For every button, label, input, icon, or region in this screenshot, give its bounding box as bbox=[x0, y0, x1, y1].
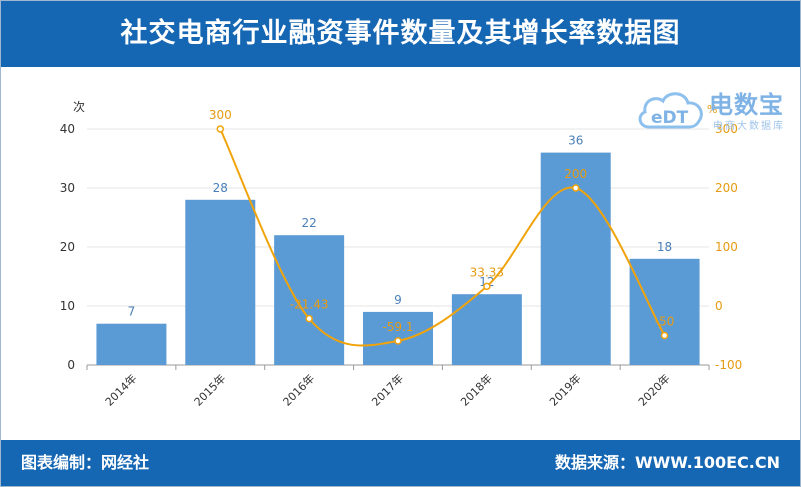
bar bbox=[96, 323, 167, 365]
bar bbox=[274, 235, 345, 365]
y-right-tick-label: -100 bbox=[715, 358, 742, 372]
y-left-tick-label: 0 bbox=[67, 358, 75, 372]
bar-value-label: 22 bbox=[302, 216, 317, 230]
y-right-tick-label: 100 bbox=[715, 240, 738, 254]
footer-bar: 图表编制：网经社 数据来源：WWW.100EC.CN bbox=[1, 440, 800, 486]
line-value-label: 200 bbox=[564, 167, 587, 181]
logo-main-text: 电数宝 bbox=[709, 91, 784, 119]
y-right-tick-label: 300 bbox=[715, 122, 738, 136]
x-tick-label: 2014年 bbox=[102, 371, 139, 408]
line-value-label: -21.43 bbox=[290, 298, 329, 312]
bar-value-label: 9 bbox=[394, 293, 402, 307]
logo: eDT 电数宝 电商大数据库 bbox=[635, 81, 797, 137]
y-left-tick-label: 40 bbox=[60, 122, 75, 136]
y-left-unit: 次 bbox=[73, 100, 85, 114]
y-left-tick-label: 20 bbox=[60, 240, 75, 254]
line-point bbox=[394, 337, 402, 345]
x-tick-label: 2019年 bbox=[546, 371, 583, 408]
line-value-label: -59.1 bbox=[382, 320, 413, 334]
bar-value-label: 7 bbox=[128, 305, 136, 319]
x-tick-label: 2015年 bbox=[191, 371, 228, 408]
line-point bbox=[305, 314, 313, 323]
y-left-tick-label: 30 bbox=[60, 181, 75, 195]
bar bbox=[185, 199, 256, 365]
line-point bbox=[483, 282, 491, 291]
x-tick-label: 2016年 bbox=[280, 371, 317, 408]
line-point bbox=[571, 184, 580, 192]
line-value-label: 33.33 bbox=[470, 265, 504, 279]
bar bbox=[629, 258, 700, 365]
x-tick-label: 2020年 bbox=[635, 371, 672, 408]
logo-mark: eDT bbox=[651, 108, 689, 128]
line-point bbox=[660, 331, 669, 340]
growth-rate-line bbox=[219, 128, 666, 347]
y-right-unit: % bbox=[707, 103, 717, 116]
bar-value-label: 36 bbox=[568, 134, 583, 148]
footer-credit: 图表编制：网经社 bbox=[21, 453, 150, 472]
logo-sub-text: 电商大数据库 bbox=[713, 121, 785, 132]
y-right-tick-label: 200 bbox=[715, 181, 738, 195]
y-left-tick-label: 10 bbox=[60, 299, 75, 313]
bar-value-label: 28 bbox=[213, 181, 228, 195]
line-value-label: -50 bbox=[655, 315, 675, 329]
footer-source: 数据来源：WWW.100EC.CN bbox=[554, 453, 780, 472]
bar-value-label: 18 bbox=[657, 240, 672, 254]
bar bbox=[451, 294, 522, 365]
x-tick-label: 2018年 bbox=[458, 371, 495, 408]
cloud-icon: eDT bbox=[638, 92, 703, 129]
combo-chart: 0 10 20 30 40 次 -100 0 100 200 300% 7 28 22 9 12 36 18 201… bbox=[60, 100, 743, 409]
y-right-tick-label: 0 bbox=[715, 299, 723, 313]
chart-title: 社交电商行业融资事件数量及其增长率数据图 bbox=[120, 18, 681, 49]
line-value-label: 300 bbox=[209, 108, 232, 122]
line-point bbox=[216, 125, 225, 133]
x-tick-label: 2017年 bbox=[369, 371, 406, 408]
bar-value-label: 12 bbox=[479, 275, 494, 289]
header-bar: 社交电商行业融资事件数量及其增长率数据图 bbox=[1, 1, 800, 67]
